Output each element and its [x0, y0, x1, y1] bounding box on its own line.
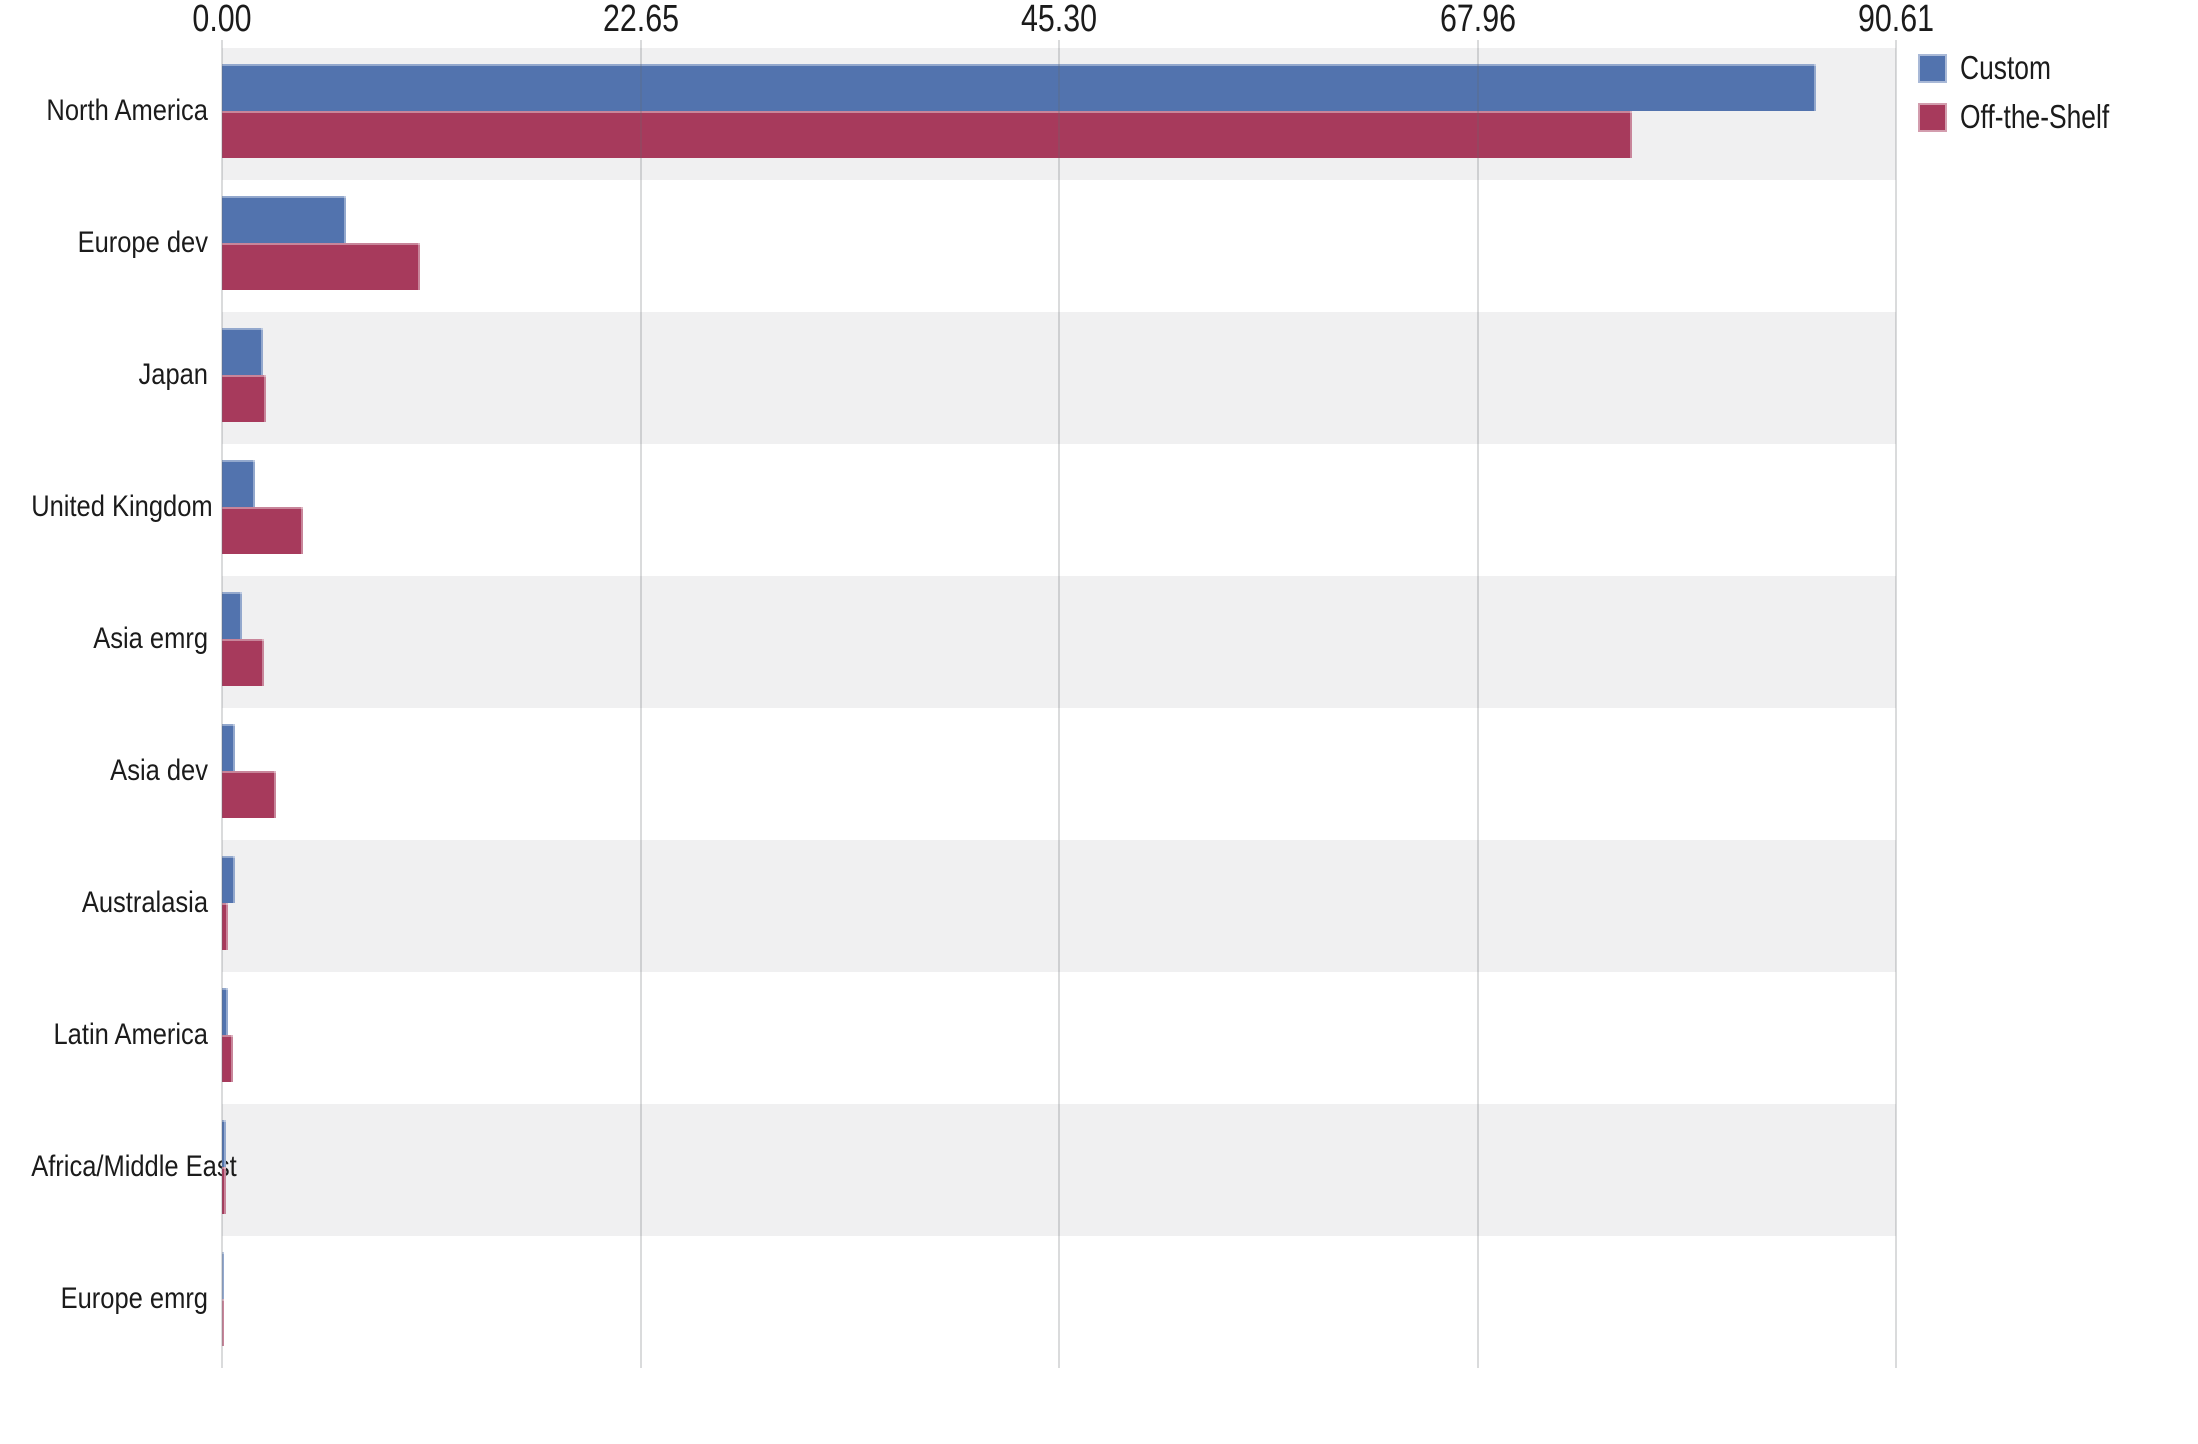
row-stripe — [222, 312, 1896, 444]
row-stripe — [222, 180, 1896, 312]
bar-custom-africa-middle-east — [222, 1120, 226, 1167]
gridline — [639, 40, 642, 1368]
legend-label-off-the-shelf: Off-the-Shelf — [1960, 98, 2110, 135]
x-tick-label: 0.00 — [192, 0, 252, 40]
row-stripe — [222, 972, 1896, 1104]
bar-off-the-shelf-australasia — [222, 903, 228, 950]
gridline — [1895, 40, 1897, 1368]
row-stripe — [222, 1236, 1896, 1368]
category-label-north-america: North America — [46, 94, 208, 127]
row-stripe — [222, 840, 1896, 972]
bar-custom-latin-america — [222, 988, 228, 1035]
category-label-africa-middle-east: Africa/Middle East — [31, 1150, 237, 1183]
bar-off-the-shelf-europe-dev — [222, 243, 420, 290]
bar-custom-japan — [222, 328, 263, 375]
bar-custom-asia-emrg — [222, 592, 243, 639]
bar-off-the-shelf-latin-america — [222, 1035, 234, 1082]
row-stripe — [222, 444, 1896, 576]
bar-off-the-shelf-japan — [222, 375, 267, 422]
bar-off-the-shelf-north-america — [222, 111, 1632, 158]
category-label-japan: Japan — [138, 358, 208, 391]
row-stripe — [222, 708, 1896, 840]
bar-off-the-shelf-africa-middle-east — [222, 1167, 226, 1214]
category-label-asia-dev: Asia dev — [110, 754, 208, 787]
legend-swatch-off-the-shelf-icon — [1918, 102, 1947, 132]
legend-label-custom: Custom — [1960, 49, 2051, 86]
x-tick-label: 45.30 — [1020, 0, 1098, 40]
bar-custom-australasia — [222, 856, 235, 903]
legend-swatch-custom-icon — [1918, 53, 1947, 83]
gridline — [1058, 40, 1060, 1368]
x-tick-label: 90.61 — [1857, 0, 1935, 40]
bar-custom-asia-dev — [222, 724, 235, 771]
legend-item-custom: Custom — [1918, 49, 2074, 86]
x-tick-label: 22.65 — [602, 0, 679, 40]
bar-off-the-shelf-asia-dev — [222, 771, 276, 818]
y-axis-line — [221, 40, 223, 1368]
bar-off-the-shelf-asia-emrg — [222, 639, 265, 686]
legend-item-off-the-shelf: Off-the-Shelf — [1918, 98, 2146, 135]
bar-off-the-shelf-europe-emrg — [222, 1299, 224, 1346]
bar-custom-europe-dev — [222, 196, 346, 243]
gridline — [1476, 40, 1479, 1368]
bar-custom-europe-emrg — [222, 1252, 224, 1299]
bar-off-the-shelf-united-kingdom — [222, 507, 304, 554]
x-tick-label: 67.96 — [1439, 0, 1516, 40]
bar-custom-united-kingdom — [222, 460, 256, 507]
category-label-europe-dev: Europe dev — [77, 226, 208, 259]
category-label-asia-emrg: Asia emrg — [93, 622, 208, 655]
category-label-australasia: Australasia — [81, 886, 208, 919]
row-stripe — [222, 1104, 1896, 1236]
category-label-united-kingdom: United Kingdom — [31, 490, 213, 523]
category-label-latin-america: Latin America — [53, 1018, 209, 1051]
row-stripe — [222, 576, 1896, 708]
category-label-europe-emrg: Europe emrg — [60, 1282, 208, 1315]
bar-custom-north-america — [222, 64, 1817, 111]
